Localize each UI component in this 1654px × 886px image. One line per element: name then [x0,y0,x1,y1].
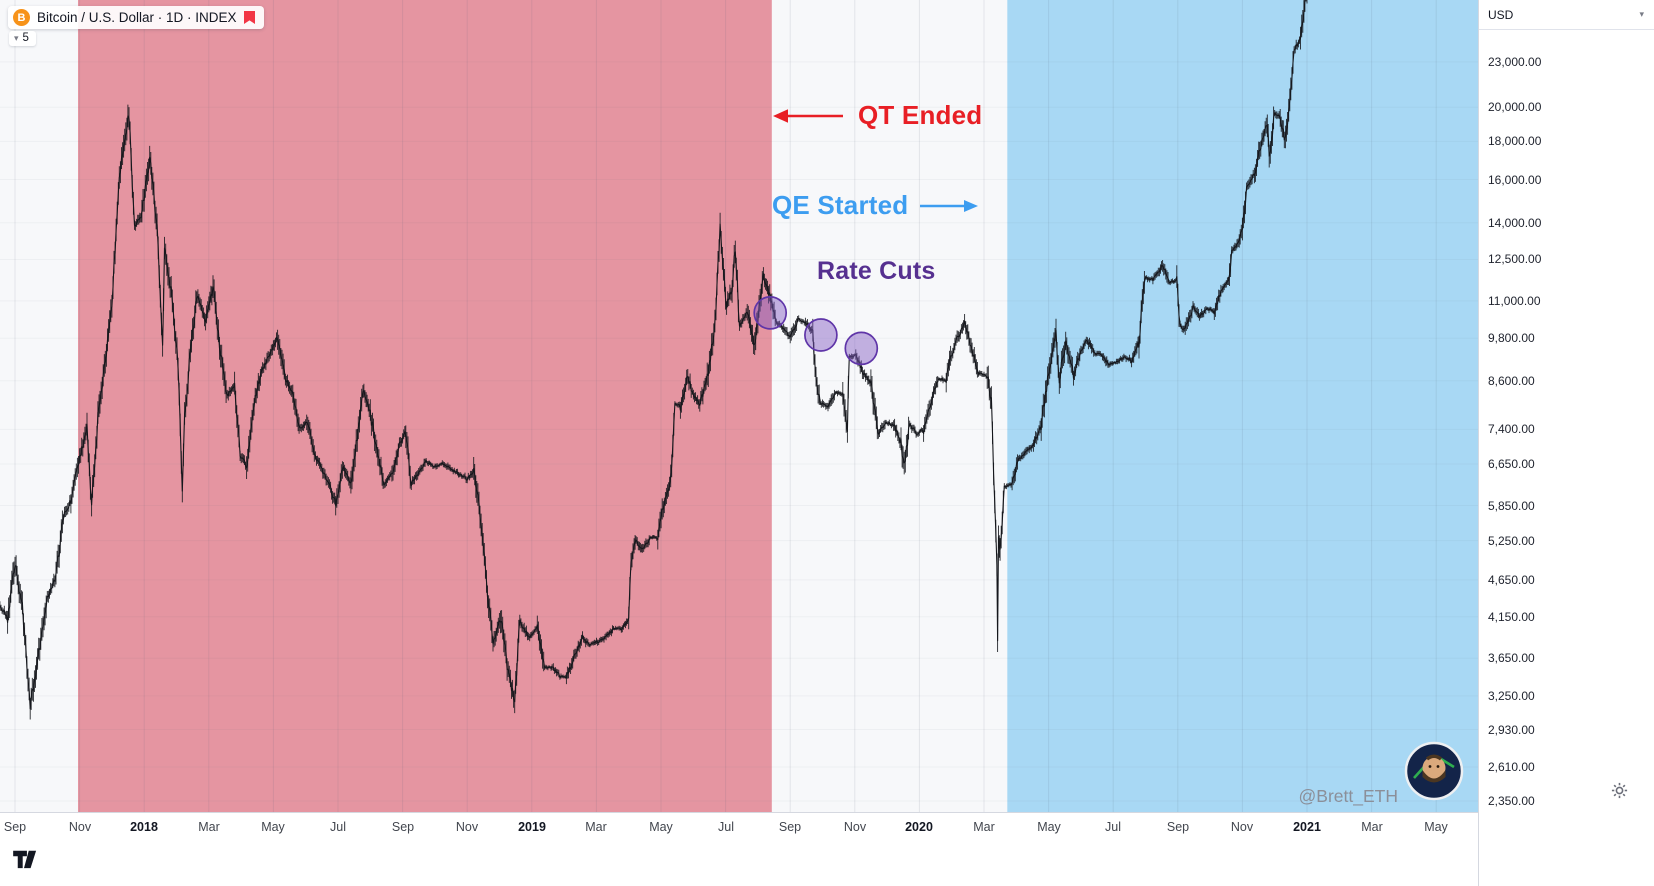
gear-icon[interactable] [1611,782,1628,804]
time-axis[interactable]: Sep Nov 2018 Mar May Jul Sep Nov 2019 Mar May Jul Se… [0,812,1478,842]
annotation-qe-started-label: QE Started [772,190,909,220]
watermark-handle: @Brett_ETH [1298,786,1398,806]
annotation-watermark: @Brett_ETH [1299,786,1398,807]
indicator-count: 5 [22,32,29,44]
time-axis-label: Sep [778,820,802,834]
time-axis-year-label: 2019 [518,820,546,834]
price-series-line [0,0,1306,710]
price-axis-label: 3,650.00 [1488,651,1535,665]
region-qt-period [78,0,772,812]
dropdown-caret-icon: ▾ [1639,9,1644,19]
price-axis-label: 4,650.00 [1488,573,1535,587]
price-axis-label: 18,000.00 [1488,134,1542,148]
time-axis-label: May [1424,820,1448,834]
time-axis-label: May [261,820,285,834]
annotation-rate-cuts[interactable]: Rate Cuts [817,257,936,286]
time-axis-label: Mar [198,820,220,834]
annotation-qe-started[interactable]: QE Started [772,190,980,221]
currency-selector[interactable]: USD ▾ [1479,0,1654,30]
time-axis-label: Mar [1361,820,1383,834]
annotation-qt-ended[interactable]: QT Ended [771,100,982,131]
price-axis-label: 3,250.00 [1488,689,1535,703]
annotation-rate-cuts-label: Rate Cuts [817,257,936,285]
time-axis-year-label: 2020 [905,820,933,834]
time-axis-label: Sep [1166,820,1190,834]
time-axis-label: May [649,820,673,834]
symbol-title-bar[interactable]: B Bitcoin / U.S. Dollar · 1D · INDEX [8,6,264,29]
chart-canvas[interactable]: QT Ended QE Started Rate Cuts @Brett_ETH [0,0,1478,812]
time-axis-label: Jul [330,820,346,834]
time-axis-year-label: 2018 [130,820,158,834]
time-axis-label: May [1037,820,1061,834]
arrow-left-icon [773,108,843,123]
time-axis-label: Sep [391,820,415,834]
price-axis-label: 11,000.00 [1488,294,1541,308]
price-axis-label: 14,000.00 [1488,216,1542,230]
price-axis-label: 20,000.00 [1488,100,1542,114]
rate-cut-marker[interactable] [753,296,788,330]
time-axis-label: Jul [718,820,734,834]
price-chart-svg [0,0,1478,812]
price-axis-label: 4,150.00 [1488,610,1535,624]
time-axis-label: Nov [68,820,92,834]
price-axis-label: 12,500.00 [1488,252,1542,266]
price-axis-label: 16,000.00 [1488,173,1542,187]
indicator-collapse-toggle[interactable]: ▾ 5 [9,31,36,46]
rate-cut-marker[interactable] [844,331,879,366]
arrow-right-icon [920,199,979,212]
time-axis-label: Nov [455,820,479,834]
time-axis-label: Jul [1105,820,1121,834]
time-axis-year-label: 2021 [1293,820,1321,834]
price-axis-label: 2,350.00 [1488,794,1535,808]
time-axis-label: Nov [843,820,867,834]
price-axis[interactable]: USD ▾ 23,000.00 20,000.00 18,000.00 16,000.… [1478,0,1654,886]
price-axis-label: 5,850.00 [1488,499,1535,513]
time-axis-label: Nov [1230,820,1254,834]
tradingview-logo[interactable] [12,848,40,875]
chevron-down-icon: ▾ [14,32,19,43]
bitcoin-icon: B [13,9,30,26]
price-axis-label: 23,000.00 [1488,55,1542,69]
annotation-qt-ended-label: QT Ended [858,100,983,130]
time-axis-label: Mar [585,820,607,834]
symbol-title: Bitcoin / U.S. Dollar · 1D · INDEX [37,10,237,25]
time-axis-label: Mar [973,820,995,834]
price-axis-label: 2,610.00 [1488,760,1535,774]
price-axis-label: 9,800.00 [1488,331,1535,345]
region-qe-period [1007,0,1478,812]
price-axis-label: 6,650.00 [1488,457,1535,471]
price-axis-label: 7,400.00 [1488,422,1535,436]
price-axis-label: 8,600.00 [1488,374,1535,388]
price-axis-label: 5,250.00 [1488,534,1535,548]
avatar [1404,741,1464,801]
rate-cut-marker[interactable] [804,318,838,352]
flag-icon[interactable] [243,11,255,24]
bottom-strip [0,842,1478,886]
time-axis-label: Sep [3,820,27,834]
price-axis-label: 2,930.00 [1488,723,1535,737]
currency-label: USD [1488,7,1514,22]
